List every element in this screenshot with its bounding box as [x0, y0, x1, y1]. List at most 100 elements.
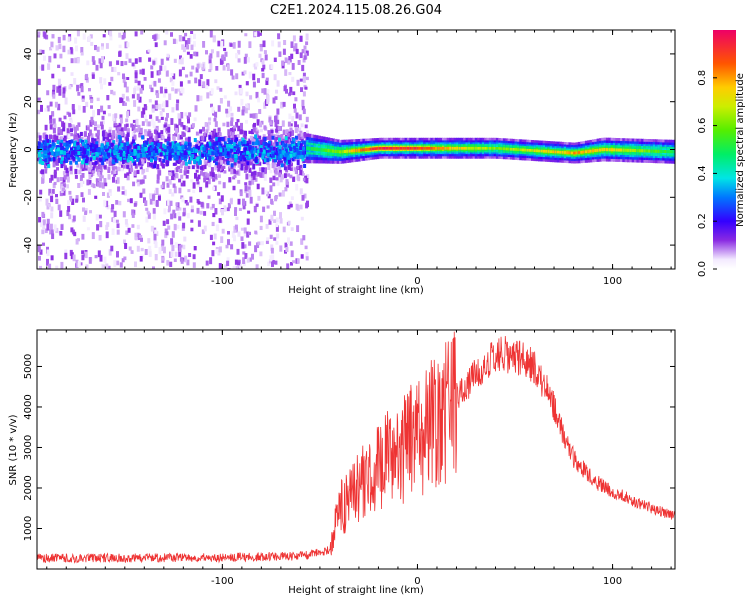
heatmap-cell	[249, 95, 253, 100]
heatmap-cell	[272, 128, 276, 133]
heatmap-cell	[60, 136, 64, 143]
heatmap-cell	[169, 261, 173, 268]
heatmap-cell	[195, 176, 199, 182]
heatmap-cell	[79, 131, 83, 137]
heatmap-cell	[235, 144, 239, 149]
heatmap-cell	[280, 163, 284, 168]
heatmap-cell	[65, 167, 69, 173]
heatmap-cell	[234, 210, 237, 216]
heatmap-cell	[186, 169, 190, 174]
heatmap-cell	[193, 160, 197, 165]
heatmap-cell	[559, 150, 563, 154]
heatmap-cell	[90, 41, 94, 46]
heatmap-cell	[103, 199, 107, 207]
heatmap-cell	[59, 53, 63, 59]
heatmap-cell	[624, 148, 628, 152]
heatmap-cell	[254, 113, 258, 119]
heatmap-cell	[230, 168, 234, 175]
heatmap-cell	[570, 151, 574, 155]
heatmap-cell	[130, 157, 133, 161]
heatmap-cell	[252, 126, 256, 133]
heatmap-cell	[272, 146, 276, 151]
heatmap-cell	[45, 34, 49, 40]
heatmap-cell	[95, 214, 99, 221]
heatmap-cell	[57, 64, 61, 69]
heatmap-cell	[244, 130, 247, 137]
heatmap-cell	[259, 122, 263, 128]
heatmap-cell	[170, 213, 174, 220]
heatmap-cell	[645, 149, 649, 153]
heatmap-cell	[235, 122, 239, 128]
heatmap-cell	[69, 155, 73, 161]
heatmap-cell	[232, 185, 236, 191]
heatmap-cell	[196, 157, 200, 162]
heatmap-cell	[234, 207, 238, 212]
heatmap-cell	[306, 146, 310, 151]
heatmap-cell	[166, 219, 170, 225]
heatmap-cell	[217, 138, 221, 143]
heatmap-cell	[247, 186, 251, 192]
heatmap-cell	[313, 147, 317, 151]
heatmap-cell	[278, 140, 282, 144]
heatmap-cell	[296, 137, 300, 142]
heatmap-cell	[603, 148, 607, 152]
heatmap-cell	[297, 176, 301, 182]
heatmap-cell	[111, 67, 115, 72]
heatmap-cell	[92, 144, 96, 148]
heatmap-cell	[168, 93, 172, 101]
heatmap-cell	[137, 106, 141, 112]
heatmap-cell	[505, 147, 509, 151]
heatmap-cell	[353, 149, 357, 153]
heatmap-cell	[46, 138, 50, 143]
heatmap-cell	[69, 117, 73, 122]
heatmap-cell	[582, 150, 586, 154]
heatmap-cell	[301, 173, 305, 177]
heatmap-cell	[73, 126, 77, 131]
heatmap-cell	[87, 147, 90, 152]
heatmap-cell	[274, 96, 278, 100]
heatmap-cell	[178, 207, 182, 211]
heatmap-cell	[166, 57, 170, 61]
heatmap-cell	[161, 163, 165, 169]
heatmap-cell	[249, 135, 253, 141]
heatmap-cell	[155, 200, 159, 207]
heatmap-cell	[81, 95, 85, 100]
heatmap-cell	[151, 81, 155, 85]
heatmap-cell	[96, 158, 100, 165]
heatmap-cell	[601, 148, 605, 152]
heatmap-cell	[212, 186, 215, 191]
x-tick-label: -100	[211, 276, 234, 287]
heatmap-cell	[148, 99, 152, 103]
heatmap-cell	[268, 115, 272, 119]
heatmap-cell	[185, 175, 189, 179]
heatmap-cell	[204, 161, 208, 166]
heatmap-cell	[297, 150, 301, 155]
heatmap-cell	[212, 178, 216, 182]
heatmap-cell	[210, 49, 214, 54]
heatmap-cell	[44, 169, 48, 174]
heatmap-cell	[192, 254, 196, 260]
heatmap-cell	[203, 177, 207, 183]
heatmap-cell	[125, 86, 129, 93]
heatmap-cell	[299, 160, 303, 168]
heatmap-cell	[360, 148, 364, 152]
heatmap-cell	[269, 255, 273, 261]
heatmap-cell	[237, 58, 241, 63]
heatmap-cell	[155, 187, 159, 195]
heatmap-cell	[221, 208, 224, 216]
heatmap-cell	[39, 189, 43, 195]
heatmap-cell	[254, 177, 258, 182]
heatmap-cell	[269, 146, 273, 151]
heatmap-cell	[218, 162, 222, 169]
heatmap-cell	[213, 233, 217, 240]
heatmap-cell	[147, 238, 151, 244]
heatmap-cell	[153, 80, 157, 87]
colorbar-tick-label: 0.4	[697, 165, 708, 181]
heatmap-cell	[55, 227, 59, 234]
heatmap-cell	[535, 149, 539, 153]
heatmap-cell	[156, 93, 160, 98]
heatmap-cell	[142, 153, 146, 158]
heatmap-cell	[477, 147, 481, 150]
heatmap-cell	[662, 149, 666, 153]
heatmap-cell	[231, 132, 235, 138]
